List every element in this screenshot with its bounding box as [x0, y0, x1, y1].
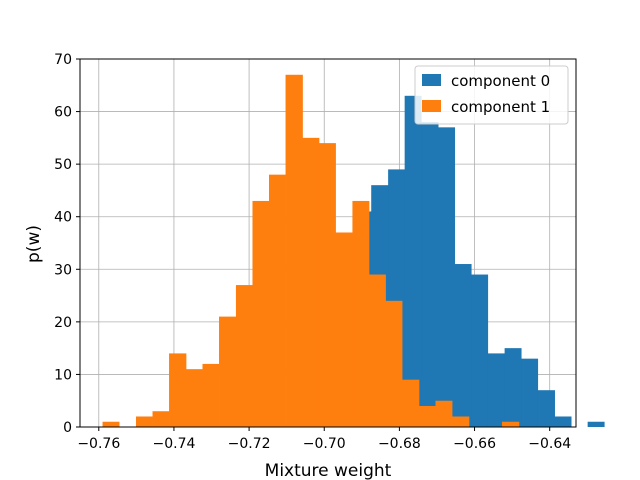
legend-label: component 0	[451, 72, 550, 90]
histogram-bar	[235, 285, 253, 427]
y-tick-label: 40	[54, 210, 72, 226]
x-tick-label: −0.72	[228, 436, 271, 452]
legend: component 0 component 1	[414, 65, 569, 125]
y-axis-ticks: 0 10 20 30 40 50 60 70	[54, 52, 80, 436]
histogram-bar	[521, 358, 539, 427]
histogram-bar	[435, 400, 453, 427]
y-tick-label: 20	[54, 315, 72, 331]
histogram-bar	[318, 143, 336, 427]
histogram-bar	[501, 421, 520, 427]
x-axis-label: Mixture weight	[265, 461, 392, 480]
histogram-bar	[352, 200, 370, 427]
x-tick-label: −0.64	[528, 436, 571, 452]
x-axis-ticks: −0.76 −0.74 −0.72 −0.70 −0.68 −0.66 −0.64	[77, 427, 571, 452]
plot-frame	[79, 58, 577, 428]
histogram-bar	[368, 274, 386, 427]
histogram-bar	[537, 390, 555, 427]
histogram-bars	[102, 74, 605, 428]
histogram-bar	[302, 137, 320, 427]
histogram-bar	[335, 232, 353, 427]
histogram-bar	[385, 300, 403, 427]
histogram-bar	[554, 416, 572, 427]
y-tick-label: 30	[54, 262, 72, 278]
histogram-bar	[102, 421, 120, 427]
y-tick-label: 50	[54, 157, 72, 173]
histogram-bar	[402, 379, 420, 427]
y-tick-label: 0	[63, 420, 72, 436]
series-1-bars	[102, 74, 520, 428]
legend-box	[414, 65, 569, 125]
histogram-bar	[252, 200, 270, 427]
histogram-bar	[452, 416, 470, 427]
histogram-bar	[418, 405, 436, 427]
histogram-bar	[438, 127, 456, 427]
legend-label: component 1	[451, 98, 550, 116]
x-tick-label: −0.74	[152, 436, 195, 452]
histogram-bar	[421, 122, 439, 427]
histogram-bar	[454, 264, 472, 427]
y-tick-label: 60	[54, 105, 72, 121]
histogram-bar	[471, 274, 489, 427]
x-tick-label: −0.68	[378, 436, 421, 452]
histogram-bar	[587, 421, 605, 427]
histogram-bar	[185, 369, 203, 427]
histogram-bar	[285, 74, 303, 428]
y-tick-label: 70	[54, 52, 72, 68]
x-tick-label: −0.70	[303, 436, 346, 452]
histogram-bar	[219, 316, 237, 427]
histogram-bar	[202, 363, 220, 427]
histogram-bar	[135, 416, 153, 427]
histogram-bar	[152, 411, 170, 427]
y-axis-label: p(w)	[24, 225, 44, 263]
x-tick-label: −0.66	[453, 436, 496, 452]
y-tick-label: 10	[54, 367, 72, 383]
histogram-bar	[504, 348, 522, 427]
histogram-bar	[404, 95, 422, 428]
histogram-bar	[169, 353, 187, 427]
histogram-bar	[269, 174, 286, 427]
histogram-bar	[487, 353, 506, 427]
legend-swatch	[422, 100, 441, 112]
legend-swatch	[422, 74, 441, 86]
x-tick-label: −0.76	[77, 436, 120, 452]
